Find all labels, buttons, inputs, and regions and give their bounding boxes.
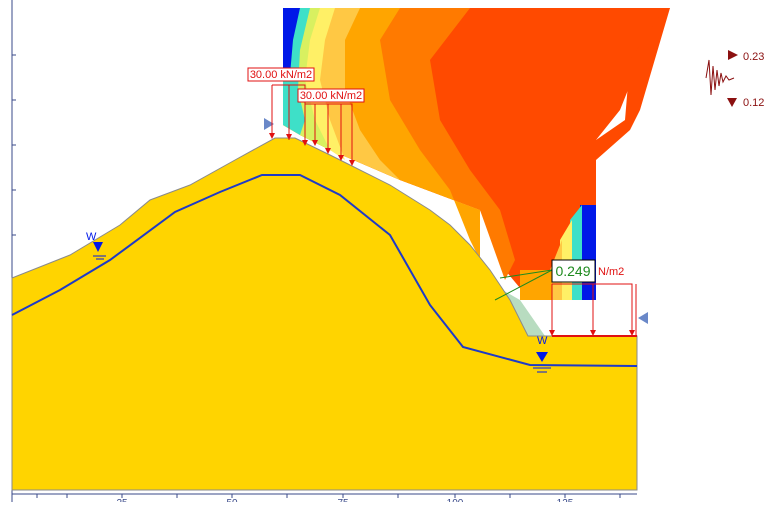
seismic-load-indicator: 0.23 0.12 [705, 50, 764, 109]
seismic-vertical-arrow-icon [727, 98, 737, 107]
x-tick-label: 125 [557, 498, 574, 502]
distributed-load-1-label: 30.00 kN/m2 [250, 69, 312, 81]
x-axis-labels: 25 50 75 100 125 [116, 498, 574, 507]
x-tick-label: 50 [226, 498, 238, 502]
seismic-horizontal-value: 0.23 [743, 51, 764, 63]
water-marker-right: W [533, 335, 551, 373]
distributed-load-2[interactable] [297, 88, 365, 165]
seismic-horizontal-arrow-icon [728, 50, 738, 60]
x-axis-ticks [36, 494, 621, 498]
distributed-load-2-label: 30.00 kN/m2 [300, 90, 362, 102]
distributed-load-3-arrows [549, 330, 635, 336]
water-table-line [11, 174, 638, 367]
distributed-load-3-label: N/m2 [598, 266, 624, 278]
slope-limit-right-marker[interactable] [638, 312, 648, 324]
seismic-vertical-value: 0.12 [743, 97, 764, 109]
seismic-waveform-icon [705, 59, 735, 96]
distributed-load-1-arrows [269, 133, 308, 146]
x-tick-label: 25 [116, 498, 128, 502]
slope-limit-left-marker[interactable] [264, 118, 274, 130]
fos-label-box[interactable] [551, 259, 596, 283]
fos-value: 0.249 [555, 263, 590, 279]
x-tick-label: 75 [337, 498, 349, 502]
distributed-load-1[interactable] [247, 67, 315, 145]
distributed-load-2-arrows [312, 140, 355, 166]
x-tick-label: 100 [447, 498, 464, 502]
water-marker-left: W [86, 231, 106, 260]
svg-text:W: W [86, 231, 97, 243]
distributed-load-3[interactable] [551, 283, 637, 337]
fos-leader-lines [494, 269, 553, 301]
svg-text:W: W [537, 335, 548, 347]
